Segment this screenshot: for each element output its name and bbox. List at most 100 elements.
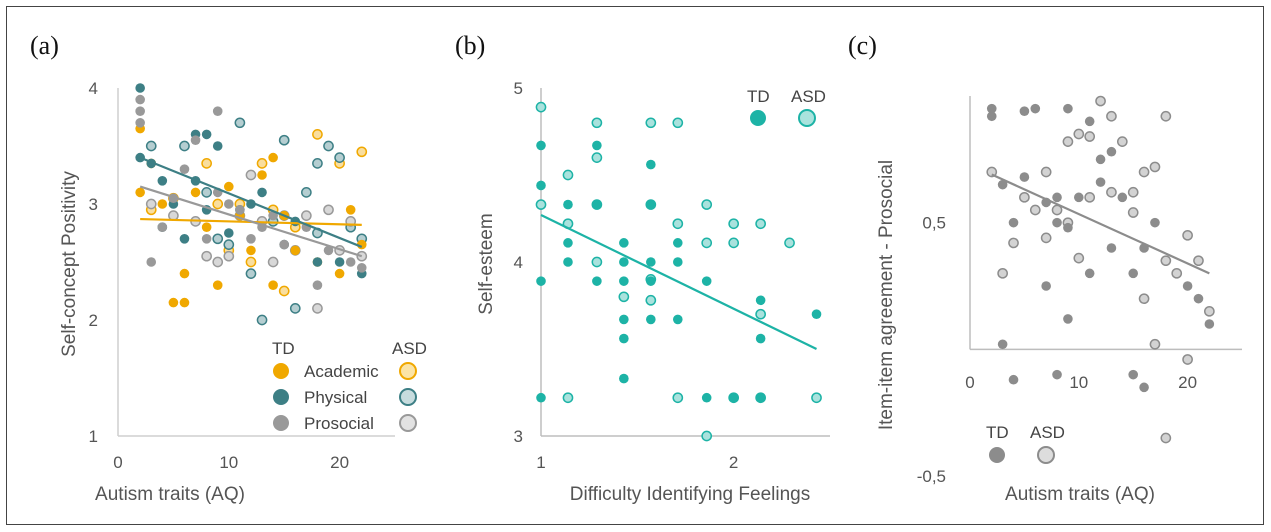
point-prosocial-td (212, 106, 223, 116)
point-asd-asd (1171, 267, 1183, 279)
point-td-td (1204, 319, 1215, 329)
point-prosocial-asd (267, 256, 279, 268)
point-physical-asd (256, 314, 268, 326)
point-td-td (811, 309, 822, 320)
point-prosocial-asd (312, 303, 323, 314)
point-asd-asd (1106, 186, 1117, 198)
point-prosocial-td (235, 205, 245, 215)
point-td-td (563, 238, 573, 248)
point-asd-asd (672, 117, 684, 129)
point-prosocial-td (224, 199, 234, 209)
point-prosocial-asd (145, 198, 157, 210)
point-td-td (536, 140, 546, 151)
trend-lines-c (991, 173, 1210, 275)
point-asd-asd (1160, 110, 1172, 122)
point-td-td (1008, 217, 1019, 228)
point-asd-asd (1084, 131, 1096, 142)
point-prosocial-asd (201, 250, 212, 262)
point-asd-asd (701, 199, 713, 210)
point-td-td (1106, 243, 1117, 253)
point-academic-td (168, 297, 179, 308)
panel-letter-b: (b) (455, 31, 485, 60)
point-academic-asd (356, 146, 368, 158)
trend-line-td (540, 214, 817, 350)
point-td-td (619, 257, 629, 267)
point-asd-asd (997, 267, 1008, 279)
point-asd-asd (1040, 232, 1052, 244)
point-prosocial-td (201, 234, 212, 244)
point-physical-asd (201, 187, 212, 198)
point-academic-td (201, 222, 212, 232)
point-td-td (1008, 374, 1019, 385)
point-academic-td (179, 268, 190, 279)
point-physical-asd (289, 303, 301, 314)
points-c (986, 95, 1215, 444)
point-td-td (646, 314, 656, 325)
y-axis-title-c: Item-item agreement - Prosocial (876, 160, 897, 430)
point-td-td (755, 295, 766, 306)
point-academic-td (257, 170, 267, 180)
point-prosocial-td (135, 106, 145, 116)
point-academic-asd (212, 198, 224, 210)
x-tick-label-b: 1 (536, 453, 545, 472)
trend-line-physical (139, 156, 363, 248)
legend-asd-header-c: ASD (1030, 423, 1065, 442)
point-td-td (536, 392, 546, 403)
point-physical-asd (145, 140, 157, 152)
point-academic-td (268, 280, 278, 291)
legend-physical-label: Physical (304, 388, 367, 407)
legend-physical-td-marker (273, 389, 289, 405)
point-physical-asd (223, 239, 235, 250)
point-td-td (1052, 192, 1062, 203)
point-asd-asd (591, 117, 603, 129)
point-td-td (672, 314, 683, 325)
legend-prosocial-td-marker (273, 415, 289, 431)
point-asd-asd (1095, 95, 1106, 107)
point-asd-asd (1127, 207, 1139, 218)
legend-td-marker-b (750, 110, 766, 126)
legend-td-header-a: TD (272, 339, 295, 358)
point-asd-asd (672, 218, 684, 230)
point-td-td (1052, 369, 1062, 380)
x-tick-label-b: 2 (729, 453, 738, 472)
point-td-td (619, 276, 629, 286)
point-td-td (619, 333, 629, 344)
trend-line-prosocial (139, 185, 363, 258)
point-academic-td (179, 297, 190, 308)
points-b (535, 101, 822, 442)
point-td-td (646, 159, 656, 170)
point-prosocial-asd (323, 204, 334, 216)
y-tick-label-c: -0,5 (917, 467, 946, 486)
legend-asd-marker-c (1037, 446, 1055, 464)
point-physical-td (334, 257, 345, 267)
point-prosocial-td (135, 118, 145, 128)
point-prosocial-td (356, 263, 367, 273)
point-asd-asd (1073, 128, 1085, 140)
point-td-td (1150, 217, 1160, 228)
point-academic-td (246, 245, 256, 256)
y-tick-label-b: 3 (514, 427, 523, 446)
point-asd-asd (1160, 432, 1172, 444)
point-asd-asd (728, 237, 740, 249)
legend-physical-asd-marker (399, 388, 417, 406)
legend-a: TD ASD Academic Physical Prosocial (272, 339, 427, 433)
panel-b: (b) Difficulty Identifying Feelings Self… (455, 31, 830, 505)
point-asd-asd (784, 237, 795, 249)
point-td-td (997, 339, 1008, 350)
point-td-td (619, 373, 629, 384)
point-physical-td (201, 129, 212, 140)
y-axis-title-a: Self-concept Positivity (59, 171, 80, 357)
panel-a: (a) Autism traits (AQ) Self-concept Posi… (30, 31, 427, 505)
point-asd-asd (728, 218, 740, 230)
point-td-td (563, 199, 573, 210)
ticks-a: 0 10 20 1 2 3 4 (89, 79, 395, 472)
point-asd-asd (645, 294, 657, 306)
point-prosocial-asd (223, 250, 235, 262)
y-tick-label-b: 4 (514, 253, 523, 272)
point-asd-asd (535, 199, 547, 210)
x-tick-label-a: 0 (113, 453, 122, 472)
point-td-td (646, 257, 656, 267)
point-asd-asd (1160, 255, 1172, 267)
